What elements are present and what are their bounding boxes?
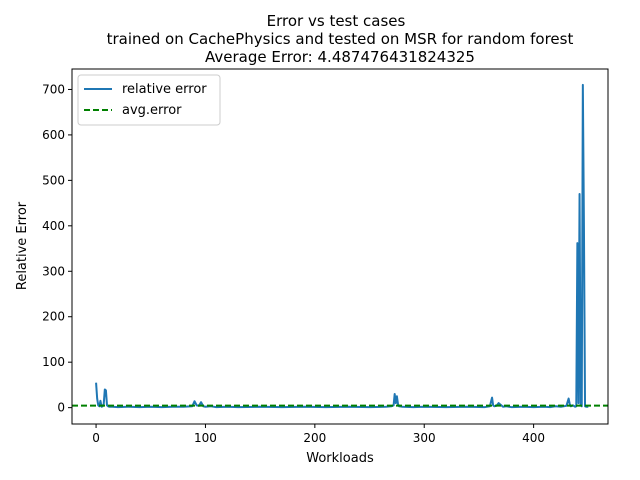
x-axis-label: Workloads — [306, 451, 374, 466]
y-tick-label: 500 — [42, 173, 65, 187]
y-tick-label: 400 — [42, 219, 65, 233]
y-axis-label: Relative Error — [15, 201, 30, 290]
plot-area — [72, 83, 608, 409]
x-tick-label: 0 — [92, 431, 100, 445]
y-tick-label: 300 — [42, 264, 65, 278]
legend-label-avg-error: avg.error — [122, 103, 182, 118]
chart-subtitle: trained on CachePhysics and tested on MS… — [107, 30, 574, 48]
y-tick-label: 100 — [42, 355, 65, 369]
x-axis: 0 100 200 300 400 — [92, 424, 545, 445]
chart-average-error: Average Error: 4.487476431824325 — [205, 48, 475, 66]
series-line-relative-error — [95, 83, 589, 409]
y-axis: 0 100 200 300 400 500 600 700 — [42, 82, 72, 415]
x-tick-label: 300 — [413, 431, 436, 445]
y-tick-label: 0 — [57, 401, 65, 415]
x-tick-label: 100 — [194, 431, 217, 445]
y-tick-label: 600 — [42, 128, 65, 142]
legend-label-relative-error: relative error — [122, 82, 207, 97]
chart-title: Error vs test cases — [267, 12, 406, 30]
x-tick-label: 200 — [303, 431, 326, 445]
y-tick-label: 200 — [42, 310, 65, 324]
legend-box — [77, 74, 221, 126]
y-tick-label: 700 — [42, 82, 65, 96]
x-tick-label: 400 — [522, 431, 545, 445]
axes-frame — [71, 68, 609, 425]
legend: relative error avg.error — [77, 74, 221, 126]
